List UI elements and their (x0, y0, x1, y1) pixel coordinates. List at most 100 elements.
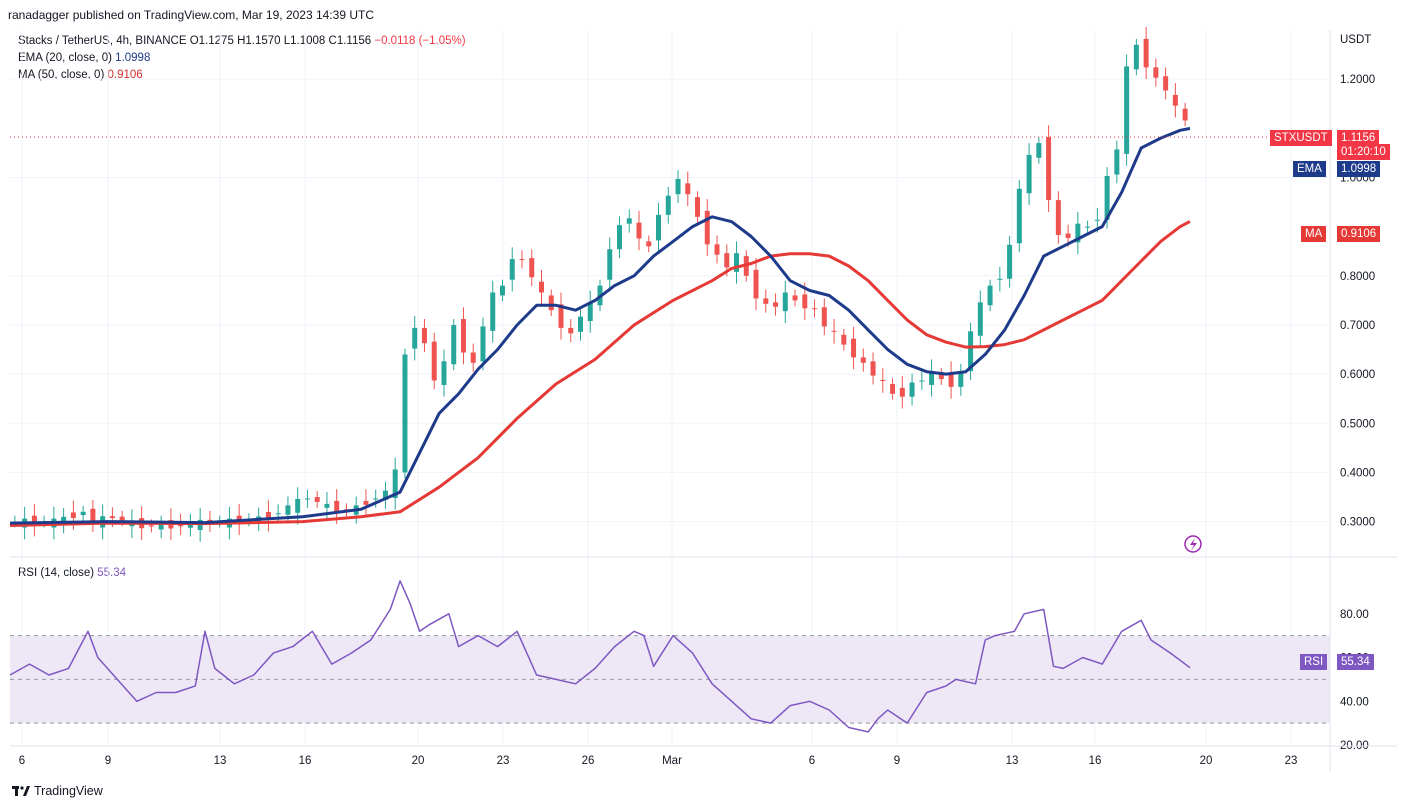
candle-body (890, 383, 896, 394)
candle-body (1036, 143, 1042, 158)
time-tick-label: 9 (894, 755, 900, 767)
rsi-tick-label: 40.00 (1340, 696, 1369, 708)
rsi-legend[interactable]: RSI (14, close) 55.34 (18, 567, 126, 579)
candle-body (31, 515, 37, 525)
price-unit: USDT (1340, 34, 1372, 46)
time-tick-label: 6 (809, 755, 815, 767)
candle-body (392, 469, 398, 498)
candle-body (548, 295, 554, 311)
candle-body (938, 374, 944, 380)
candle-body (1143, 38, 1149, 68)
candle-body (402, 354, 408, 473)
ema-name-tag: EMA (1293, 161, 1326, 177)
price-tick-label: 1.2000 (1340, 74, 1375, 86)
candle-body (636, 222, 642, 239)
time-tick-label: Mar (662, 755, 682, 767)
candle-body (704, 210, 710, 245)
time-tick-label: 26 (582, 755, 595, 767)
candle-body (119, 516, 125, 521)
candle-body (821, 307, 827, 327)
candle-body (509, 259, 515, 280)
ma-legend[interactable]: MA (50, close, 0) 0.9106 (18, 69, 143, 81)
candle-body (1124, 66, 1130, 154)
candle-body (334, 500, 340, 513)
candle-body (265, 512, 271, 520)
ema-legend-value: 1.0998 (115, 52, 151, 64)
candle-body (158, 524, 164, 530)
price-tick-label: 0.4000 (1340, 467, 1375, 479)
time-tick-label: 20 (412, 755, 425, 767)
candle-body (314, 497, 320, 502)
time-tick-label: 13 (214, 755, 227, 767)
candle-body (1075, 223, 1081, 243)
candle-body (841, 334, 847, 345)
ema-value-tag: 1.0998 (1337, 161, 1381, 177)
candle-body (831, 330, 837, 332)
candle-body (61, 516, 67, 525)
candle-body (997, 278, 1003, 280)
candle-body (665, 195, 671, 215)
ohlc-open: O1.1275 (189, 35, 234, 47)
candle-body (851, 338, 857, 358)
time-tick-label: 13 (1006, 755, 1019, 767)
ma-name-tag: MA (1301, 226, 1327, 242)
rsi-name-tag: RSI (1300, 654, 1328, 670)
rsi-legend-value: 55.34 (97, 567, 127, 579)
time-tick-label: 6 (19, 755, 25, 767)
candle-body (80, 511, 86, 516)
candle-body (617, 225, 623, 250)
candle-body (538, 281, 544, 293)
candle-body (295, 498, 301, 513)
candle-body (1172, 94, 1178, 106)
candle-body (734, 253, 740, 272)
tradingview-brand: TradingView (34, 784, 103, 798)
candle-body (451, 324, 457, 365)
candle-body (285, 505, 291, 515)
price-tick-label: 0.8000 (1340, 271, 1375, 283)
symbol-legend: Stacks / TetherUS, 4h, BINANCE O1.1275 H… (18, 35, 466, 47)
candle-body (987, 285, 993, 306)
candle-body (1007, 244, 1013, 279)
candle-body (1153, 67, 1159, 78)
time-tick-label: 16 (1089, 755, 1102, 767)
tradingview-icon (12, 786, 30, 796)
candle-body (1163, 76, 1169, 91)
price-tick-label: 0.6000 (1340, 369, 1375, 381)
candle-body (909, 382, 915, 397)
candle-body (929, 371, 935, 385)
candle-body (431, 341, 437, 381)
candle-body (187, 522, 193, 528)
rsi-line (9, 580, 1191, 733)
candle-body (646, 241, 652, 247)
candle-body (968, 331, 974, 372)
candle-body (958, 372, 964, 387)
candle-body (753, 269, 759, 299)
candle-body (519, 259, 525, 261)
candle-body (1085, 226, 1091, 228)
time-tick-label: 23 (497, 755, 510, 767)
candle-body (695, 197, 701, 217)
candle-body (460, 319, 466, 353)
publisher-line: ranadagger published on TradingView.com,… (8, 8, 375, 22)
candle-body (1055, 200, 1061, 235)
candle-body (1026, 154, 1032, 194)
tradingview-logo[interactable]: TradingView (12, 784, 103, 798)
candle-body (626, 218, 632, 224)
lightning-icon[interactable] (1184, 535, 1202, 553)
ema-legend[interactable]: EMA (20, close, 0) 1.0998 (18, 52, 150, 64)
candle-body (763, 298, 769, 304)
candle-body (275, 513, 281, 515)
candle-body (490, 292, 496, 331)
ma-legend-value: 0.9106 (107, 69, 143, 81)
ohlc-change: −0.0118 (−1.05%) (374, 35, 466, 47)
candle-body (860, 357, 866, 363)
candle-body (529, 258, 535, 278)
candle-body (792, 295, 798, 301)
candle-body (90, 508, 96, 524)
countdown-tag: 01:20:10 (1337, 144, 1390, 160)
candle-body (577, 316, 583, 332)
candle-body (656, 214, 662, 241)
candle-body (587, 302, 593, 322)
candle-body (899, 387, 905, 397)
